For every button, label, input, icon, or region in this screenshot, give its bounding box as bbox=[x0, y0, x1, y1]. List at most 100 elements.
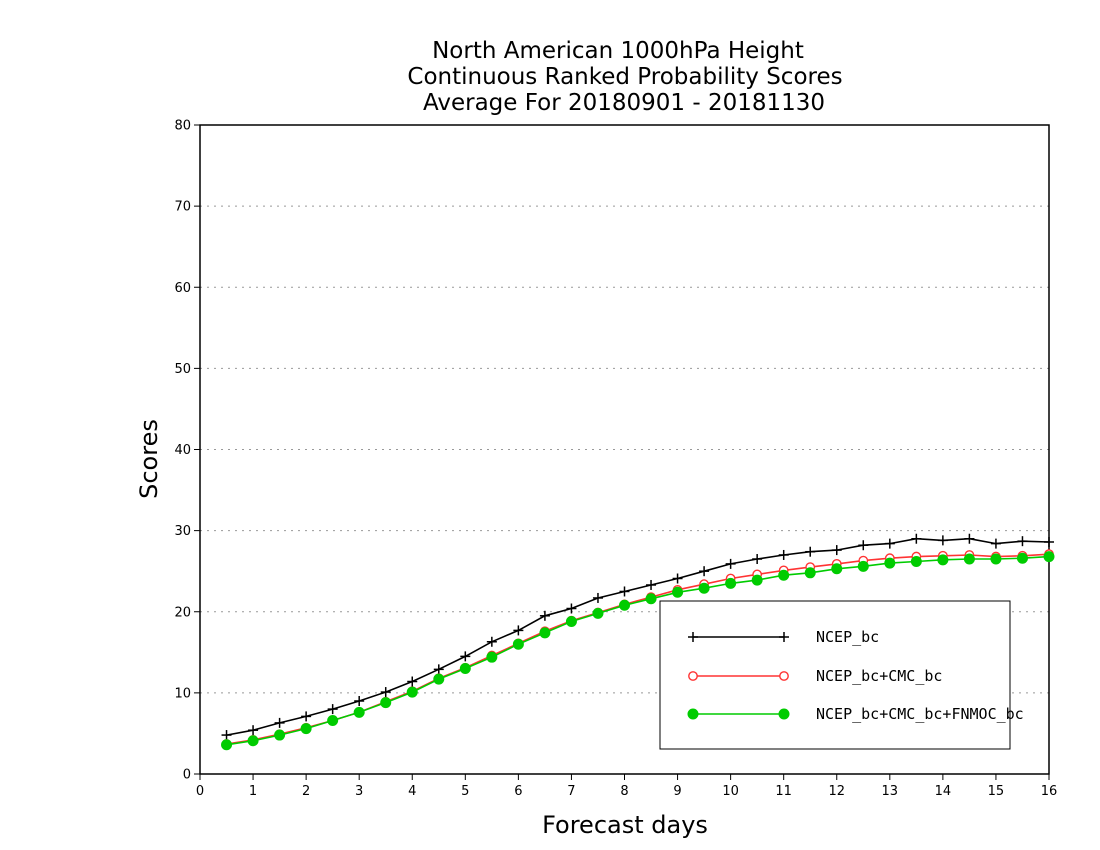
legend-label: NCEP_bc+CMC_bc+FNMOC_bc bbox=[816, 705, 1024, 723]
data-point bbox=[592, 592, 603, 603]
x-tick-label: 10 bbox=[722, 784, 739, 799]
data-point bbox=[221, 730, 232, 741]
y-axis-label: Scores bbox=[135, 419, 163, 499]
x-tick-label: 0 bbox=[196, 784, 204, 799]
data-point bbox=[687, 708, 699, 720]
data-point bbox=[512, 638, 524, 650]
legend: NCEP_bc NCEP_bc+CMC_bc NCEP_bc+CMC_bc+FNMO… bbox=[659, 600, 1024, 750]
data-point bbox=[688, 632, 698, 642]
title-line-3: Average For 20180901 - 20181130 bbox=[423, 90, 825, 116]
x-tick-label: 15 bbox=[988, 784, 1005, 799]
data-point bbox=[301, 711, 312, 722]
data-point bbox=[646, 579, 657, 590]
y-tick-label: 10 bbox=[174, 686, 191, 701]
legend-label: NCEP_bc bbox=[816, 628, 879, 646]
data-point bbox=[619, 586, 630, 597]
series-line bbox=[226, 537, 1050, 736]
x-tick-label: 7 bbox=[567, 784, 575, 799]
data-point bbox=[963, 553, 975, 565]
data-point bbox=[353, 706, 365, 718]
series-3 bbox=[221, 551, 1055, 751]
title-line-2: Continuous Ranked Probability Scores bbox=[407, 64, 842, 90]
data-point bbox=[486, 636, 497, 647]
data-point bbox=[778, 708, 790, 720]
data-point bbox=[1016, 552, 1028, 564]
y-tick-label: 70 bbox=[174, 200, 191, 215]
data-point bbox=[778, 549, 789, 560]
x-tick-label: 8 bbox=[620, 784, 628, 799]
legend-item-2: NCEP_bc+CMC_bc bbox=[688, 667, 942, 685]
x-tick-label: 6 bbox=[514, 784, 522, 799]
data-point bbox=[751, 574, 763, 586]
data-point bbox=[247, 735, 259, 747]
legend-item-3: NCEP_bc+CMC_bc+FNMOC_bc bbox=[687, 705, 1024, 723]
data-point bbox=[433, 673, 445, 685]
y-tick-label: 50 bbox=[174, 362, 191, 377]
data-point bbox=[778, 569, 790, 581]
data-point bbox=[805, 546, 816, 557]
data-point bbox=[831, 563, 843, 575]
x-tick-label: 4 bbox=[408, 784, 416, 799]
x-tick-label: 14 bbox=[935, 784, 952, 799]
data-point bbox=[858, 540, 869, 551]
data-point bbox=[566, 603, 577, 614]
data-point bbox=[910, 555, 922, 567]
data-point bbox=[699, 566, 710, 577]
x-tick-label: 16 bbox=[1041, 784, 1058, 799]
data-point bbox=[327, 714, 339, 726]
x-axis-label: Forecast days bbox=[542, 811, 708, 839]
data-point bbox=[327, 704, 338, 715]
data-point bbox=[779, 632, 789, 642]
data-point bbox=[592, 607, 604, 619]
data-point bbox=[857, 560, 869, 572]
x-tick-label: 12 bbox=[828, 784, 845, 799]
series-layer bbox=[221, 533, 1055, 751]
x-tick-label: 9 bbox=[673, 784, 681, 799]
y-tick-label: 0 bbox=[183, 768, 191, 783]
data-point bbox=[698, 582, 710, 594]
y-tick-label: 30 bbox=[174, 524, 191, 539]
data-point bbox=[221, 739, 233, 751]
data-point bbox=[990, 553, 1002, 565]
data-point bbox=[380, 697, 392, 709]
data-point bbox=[274, 729, 286, 741]
data-point bbox=[804, 567, 816, 579]
data-point bbox=[990, 538, 1001, 549]
data-point bbox=[539, 627, 551, 639]
data-point bbox=[1044, 536, 1054, 547]
data-point bbox=[645, 593, 657, 605]
data-point bbox=[725, 577, 737, 589]
x-tick-label: 3 bbox=[355, 784, 363, 799]
data-point bbox=[672, 586, 684, 598]
data-point bbox=[672, 573, 683, 584]
y-tick-label: 60 bbox=[174, 281, 191, 296]
data-point bbox=[779, 671, 789, 681]
data-point bbox=[486, 651, 498, 663]
data-point bbox=[884, 538, 895, 549]
data-point bbox=[937, 554, 949, 566]
data-point bbox=[1017, 536, 1028, 547]
data-point bbox=[460, 651, 471, 662]
data-point bbox=[725, 558, 736, 569]
data-point bbox=[831, 545, 842, 556]
data-point bbox=[911, 533, 922, 544]
y-tick-label: 80 bbox=[174, 119, 191, 134]
x-tick-label: 11 bbox=[775, 784, 792, 799]
x-axis: 0 1 2 3 4 5 6 7 8 9 10 11 12 13 14 15 16 bbox=[196, 774, 1057, 799]
data-point bbox=[354, 695, 365, 706]
y-axis: 0 10 20 30 40 50 60 70 80 bbox=[174, 119, 200, 783]
data-point bbox=[565, 615, 577, 627]
data-point bbox=[1043, 551, 1055, 563]
legend-label: NCEP_bc+CMC_bc bbox=[816, 667, 942, 685]
data-point bbox=[539, 610, 550, 621]
data-point bbox=[619, 599, 630, 611]
data-point bbox=[248, 725, 259, 736]
data-point bbox=[688, 671, 698, 681]
y-tick-label: 40 bbox=[174, 443, 191, 458]
data-point bbox=[274, 717, 285, 728]
data-point bbox=[380, 687, 391, 698]
data-point bbox=[407, 676, 418, 687]
data-point bbox=[459, 663, 471, 675]
data-point bbox=[937, 535, 948, 546]
